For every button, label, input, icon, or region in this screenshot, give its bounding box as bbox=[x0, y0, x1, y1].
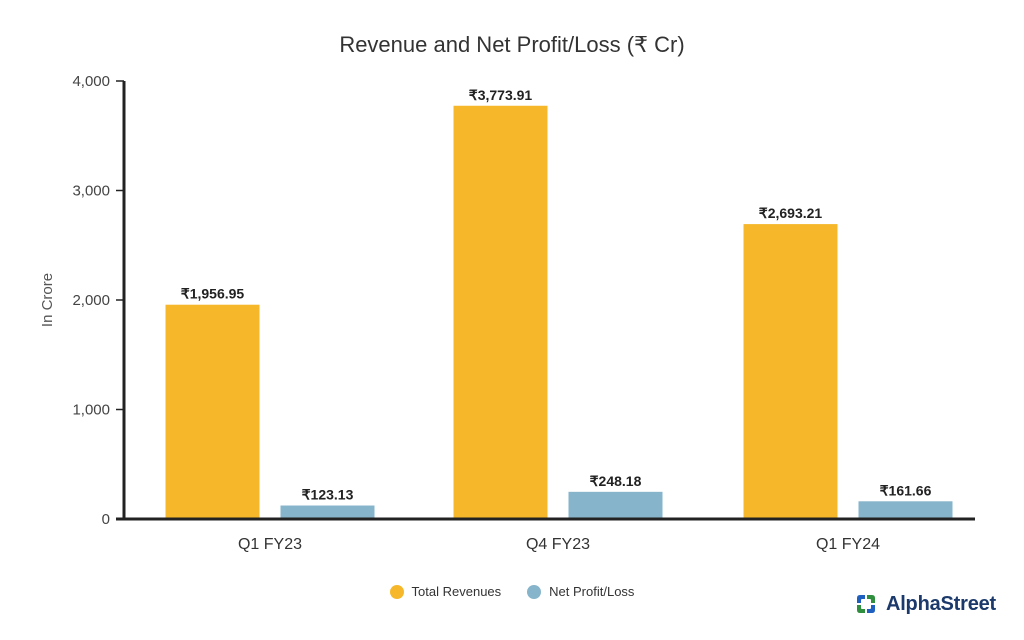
bar-profit-2[interactable] bbox=[858, 501, 953, 519]
y-tick-label: 1,000 bbox=[72, 402, 110, 419]
legend-item-revenue[interactable]: Total Revenues bbox=[389, 584, 502, 599]
y-tick-label: 3,000 bbox=[72, 183, 110, 200]
bar-profit-1[interactable] bbox=[568, 491, 663, 519]
data-label-profit-2: ₹161.66 bbox=[880, 482, 932, 498]
x-category-label: Q1 FY24 bbox=[816, 536, 880, 553]
chart-title: Revenue and Net Profit/Loss (₹ Cr) bbox=[339, 32, 684, 57]
alphastreet-logo-icon bbox=[856, 595, 875, 613]
axes bbox=[116, 81, 975, 521]
x-category-label: Q1 FY23 bbox=[238, 536, 302, 553]
data-label-revenue-0: ₹1,956.95 bbox=[181, 286, 245, 302]
x-axis-categories: Q1 FY23 Q4 FY23 Q1 FY24 bbox=[238, 536, 880, 553]
data-label-profit-0: ₹123.13 bbox=[302, 487, 354, 503]
bar-revenue-1[interactable] bbox=[453, 105, 548, 520]
y-tick-label: 2,000 bbox=[72, 292, 110, 309]
bar-revenue-2[interactable] bbox=[743, 224, 838, 519]
data-label-profit-1: ₹248.18 bbox=[590, 473, 642, 489]
legend-label-revenue: Total Revenues bbox=[411, 584, 502, 599]
legend-swatch-revenue bbox=[389, 584, 404, 599]
data-label-revenue-2: ₹2,693.21 bbox=[759, 205, 823, 221]
y-tick-label: 4,000 bbox=[72, 73, 110, 90]
data-labels: ₹1,956.95 ₹123.13 ₹3,773.91 ₹248.18 ₹2,693.2… bbox=[181, 87, 932, 503]
legend-item-profit[interactable]: Net Profit/Loss bbox=[527, 584, 634, 599]
y-tick-label: 0 bbox=[102, 511, 110, 528]
legend: Total Revenues Net Profit/Loss bbox=[0, 584, 1024, 599]
y-axis-ticks: 0 1,000 2,000 3,000 4,000 bbox=[72, 73, 124, 528]
bar-profit-0[interactable] bbox=[280, 505, 375, 519]
brand: AlphaStreet bbox=[854, 592, 996, 616]
legend-label-profit: Net Profit/Loss bbox=[549, 584, 635, 599]
brand-name: AlphaStreet bbox=[885, 592, 996, 615]
data-label-revenue-1: ₹3,773.91 bbox=[469, 87, 533, 103]
y-axis-label: In Crore bbox=[39, 273, 56, 327]
bar-revenue-0[interactable] bbox=[165, 304, 260, 519]
legend-swatch-profit bbox=[527, 584, 542, 599]
revenue-profit-chart: Revenue and Net Profit/Loss (₹ Cr) In Cr… bbox=[39, 32, 975, 553]
x-category-label: Q4 FY23 bbox=[526, 536, 590, 553]
bars bbox=[165, 105, 953, 520]
